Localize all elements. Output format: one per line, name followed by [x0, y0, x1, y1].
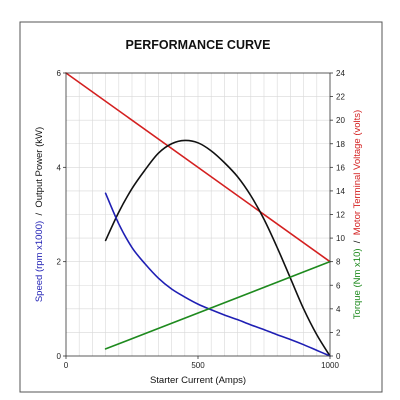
ylabel-left-part-1: /	[34, 208, 45, 221]
grid	[66, 73, 330, 356]
y-axis-right-label: Torque (Nm x10) / Motor Terminal Voltage…	[352, 110, 363, 319]
y-right-tick-label: 16	[336, 163, 345, 172]
y-right-tick-label: 20	[336, 116, 345, 125]
y-right-tick-label: 14	[336, 187, 345, 196]
y-left-tick-label: 2	[57, 258, 62, 267]
x-tick-label: 500	[191, 361, 205, 370]
ylabel-right-part-1: /	[352, 235, 363, 248]
ylabel-right-part-2: Motor Terminal Voltage (volts)	[352, 110, 363, 236]
x-axis-label: Starter Current (Amps)	[150, 375, 246, 386]
series-layer	[65, 72, 331, 357]
y-left-tick-label: 4	[57, 163, 62, 172]
y-right-tick-label: 24	[336, 69, 345, 78]
y-right-tick-label: 6	[336, 281, 341, 290]
y-axis-left: 0 2 4 6	[57, 69, 66, 361]
y-right-tick-label: 2	[336, 328, 341, 337]
y-right-tick-label: 0	[336, 352, 341, 361]
y-left-tick-label: 6	[57, 69, 62, 78]
y-right-tick-label: 10	[336, 234, 345, 243]
y-right-tick-label: 18	[336, 140, 345, 149]
y-right-tick-label: 22	[336, 93, 345, 102]
y-right-tick-label: 8	[336, 258, 341, 267]
y-right-tick-label: 12	[336, 211, 345, 220]
chart-frame	[19, 21, 383, 393]
x-axis: 0 500 1000	[64, 356, 339, 370]
y-right-tick-label: 4	[336, 305, 341, 314]
series-line-2	[104, 192, 331, 357]
chart-title: PERFORMANCE CURVE	[126, 38, 271, 52]
ylabel-right-part-0: Torque (Nm x10)	[352, 248, 363, 319]
x-tick-label: 0	[64, 361, 69, 370]
y-left-tick-label: 0	[57, 352, 62, 361]
series-line-3	[104, 260, 331, 350]
x-tick-label: 1000	[321, 361, 339, 370]
y-axis-left-label: Speed (rpm x1000) / Output Power (kW)	[34, 127, 45, 302]
series-line-0	[65, 72, 331, 263]
series-line-1	[104, 139, 331, 357]
ylabel-left-part-0: Speed (rpm x1000)	[34, 221, 45, 302]
ylabel-left-part-2: Output Power (kW)	[34, 127, 45, 208]
